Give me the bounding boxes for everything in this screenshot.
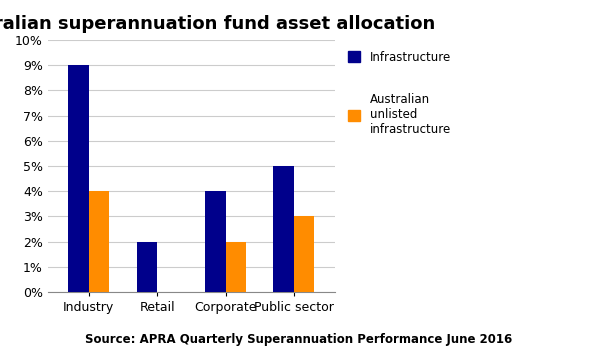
Title: Australian superannuation fund asset allocation: Australian superannuation fund asset all… bbox=[0, 15, 435, 33]
Bar bbox=[205, 191, 225, 292]
Text: Source: APRA Quarterly Superannuation Performance June 2016: Source: APRA Quarterly Superannuation Pe… bbox=[86, 334, 512, 346]
Bar bbox=[136, 241, 157, 292]
Bar bbox=[225, 241, 246, 292]
Bar bbox=[273, 166, 294, 292]
Bar bbox=[294, 216, 315, 292]
Bar bbox=[68, 65, 89, 292]
Legend: Infrastructure, Australian
unlisted
infrastructure: Infrastructure, Australian unlisted infr… bbox=[344, 46, 456, 141]
Bar bbox=[89, 191, 109, 292]
